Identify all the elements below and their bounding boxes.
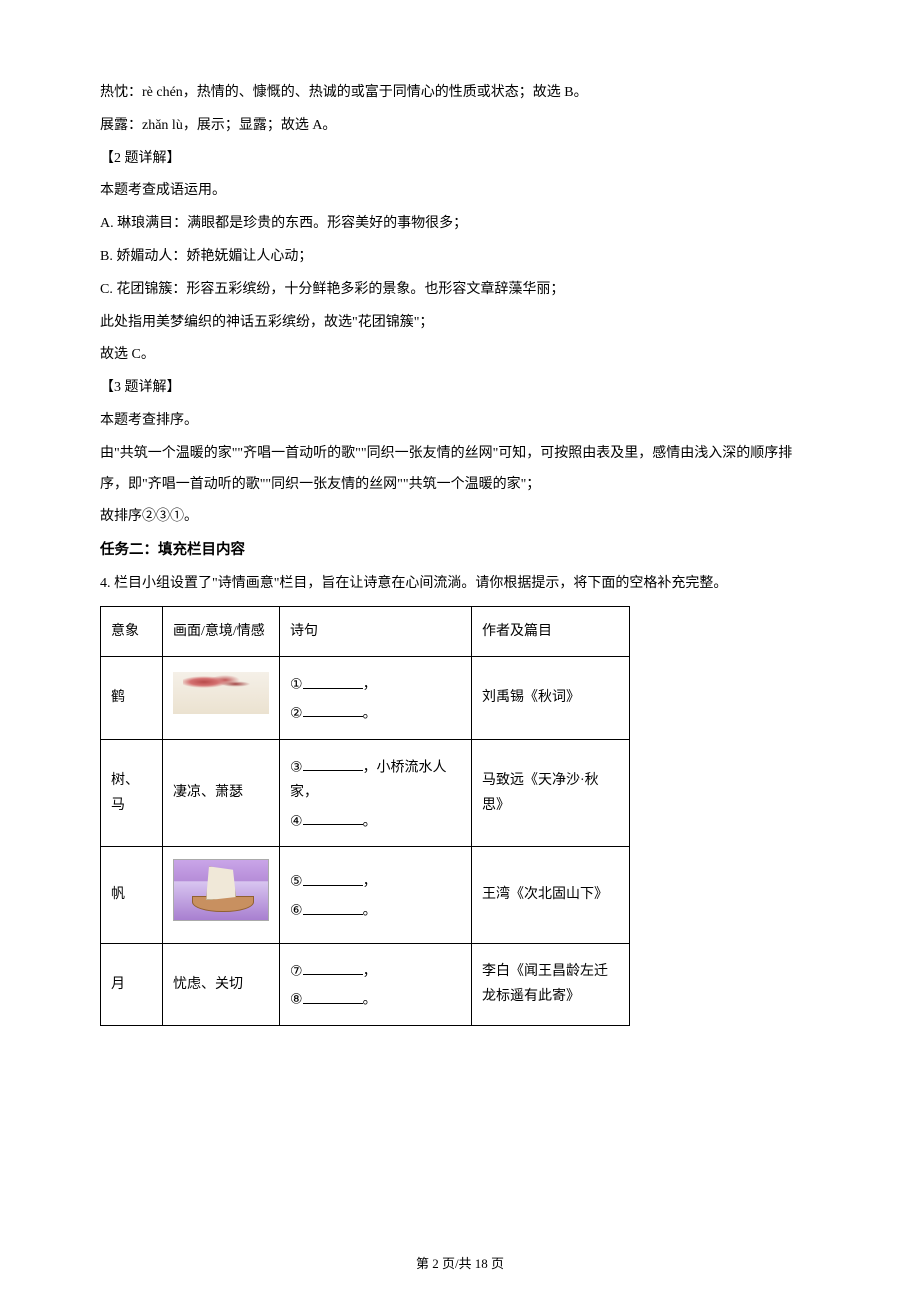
punct: 。: [363, 904, 377, 919]
task-heading: 任务二：填充栏目内容: [100, 535, 820, 567]
cell-author: 马致远《天净沙·秋思》: [472, 739, 630, 847]
page-footer: 第 2 页/共 18 页: [0, 1253, 920, 1272]
fill-blank[interactable]: [303, 752, 363, 772]
text-line: 故选 C。: [100, 340, 820, 371]
text-line: 由"共筑一个温暖的家""齐唱一首动听的歌""同织一张友情的丝网"可知，可按照由表…: [100, 439, 820, 501]
cell-verse: ③，小桥流水人家， ④。: [280, 739, 472, 847]
punct: 。: [363, 706, 377, 721]
fill-blank[interactable]: [303, 984, 363, 1004]
blank-label: ⑦: [290, 964, 303, 979]
table-row: 帆 ⑤ ， ⑥ 。 王湾《次北固山下》: [101, 847, 630, 943]
fill-blank[interactable]: [303, 669, 363, 689]
text-line: 展露：zhǎn lù，展示；显露；故选 A。: [100, 111, 820, 142]
question-4: 4. 栏目小组设置了"诗情画意"栏目，旨在让诗意在心间流淌。请你根据提示，将下面…: [100, 569, 820, 600]
text-line: 【3 题详解】: [100, 373, 820, 404]
punct: ，: [363, 875, 377, 890]
fill-blank[interactable]: [303, 866, 363, 886]
cell-author: 李白《闻王昌龄左迁龙标遥有此寄》: [472, 943, 630, 1026]
text-line: 【2 题详解】: [100, 144, 820, 175]
cell-verse: ⑤ ， ⑥ 。: [280, 847, 472, 943]
cell-imagery: 月: [101, 943, 163, 1026]
text-line: 热忱：rè chén，热情的、慷慨的、热诚的或富于同情心的性质或状态；故选 B。: [100, 78, 820, 109]
cell-verse: ⑦ ， ⑧ 。: [280, 943, 472, 1026]
table-header-row: 意象 画面/意境/情感 诗句 作者及篇目: [101, 606, 630, 656]
table-row: 树、马 凄凉、萧瑟 ③，小桥流水人家， ④。 马致远《天净沙·秋思》: [101, 739, 630, 847]
punct: ，: [363, 964, 377, 979]
text-line: 本题考查排序。: [100, 406, 820, 437]
cell-imagery: 鹤: [101, 657, 163, 740]
cell-verse: ① ， ② 。: [280, 657, 472, 740]
blank-label: ⑧: [290, 993, 303, 1008]
header-verse: 诗句: [280, 606, 472, 656]
text-line: A. 琳琅满目：满眼都是珍贵的东西。形容美好的事物很多；: [100, 209, 820, 240]
blank-label: ③: [290, 760, 303, 775]
header-author: 作者及篇目: [472, 606, 630, 656]
cell-author: 王湾《次北固山下》: [472, 847, 630, 943]
text-line: 本题考查成语运用。: [100, 176, 820, 207]
header-scene: 画面/意境/情感: [163, 606, 280, 656]
punct: 。: [363, 814, 377, 829]
blank-label: ②: [290, 706, 303, 721]
punct: 。: [363, 993, 377, 1008]
fill-blank[interactable]: [303, 956, 363, 976]
boat-image-icon: [173, 859, 269, 921]
fill-blank[interactable]: [303, 806, 363, 826]
body-content: 热忱：rè chén，热情的、慷慨的、热诚的或富于同情心的性质或状态；故选 B。…: [100, 78, 820, 1026]
fill-blank[interactable]: [303, 895, 363, 915]
cell-imagery: 树、马: [101, 739, 163, 847]
cell-scene: 凄凉、萧瑟: [163, 739, 280, 847]
blank-label: ⑥: [290, 904, 303, 919]
text-line: 此处指用美梦编织的神话五彩缤纷，故选"花团锦簇"；: [100, 308, 820, 339]
cell-imagery: 帆: [101, 847, 163, 943]
blank-label: ⑤: [290, 875, 303, 890]
text-line: C. 花团锦簇：形容五彩缤纷，十分鲜艳多彩的景象。也形容文章辞藻华丽；: [100, 275, 820, 306]
text-line: 故排序②③①。: [100, 502, 820, 533]
fill-blank[interactable]: [303, 698, 363, 718]
text-line: B. 娇媚动人：娇艳妩媚让人心动；: [100, 242, 820, 273]
table-row: 鹤 ① ， ② 。 刘禹锡《秋词》: [101, 657, 630, 740]
header-imagery: 意象: [101, 606, 163, 656]
cell-scene: 忧虑、关切: [163, 943, 280, 1026]
blank-label: ④: [290, 814, 303, 829]
poetry-table: 意象 画面/意境/情感 诗句 作者及篇目 鹤 ① ， ② 。 刘禹锡《秋词》 树、马…: [100, 606, 630, 1026]
cell-author: 刘禹锡《秋词》: [472, 657, 630, 740]
cell-scene-image: [163, 657, 280, 740]
crane-image-icon: [173, 672, 269, 714]
blank-label: ①: [290, 678, 303, 693]
cell-scene-image: [163, 847, 280, 943]
punct: ，: [363, 678, 377, 693]
table-row: 月 忧虑、关切 ⑦ ， ⑧ 。 李白《闻王昌龄左迁龙标遥有此寄》: [101, 943, 630, 1026]
